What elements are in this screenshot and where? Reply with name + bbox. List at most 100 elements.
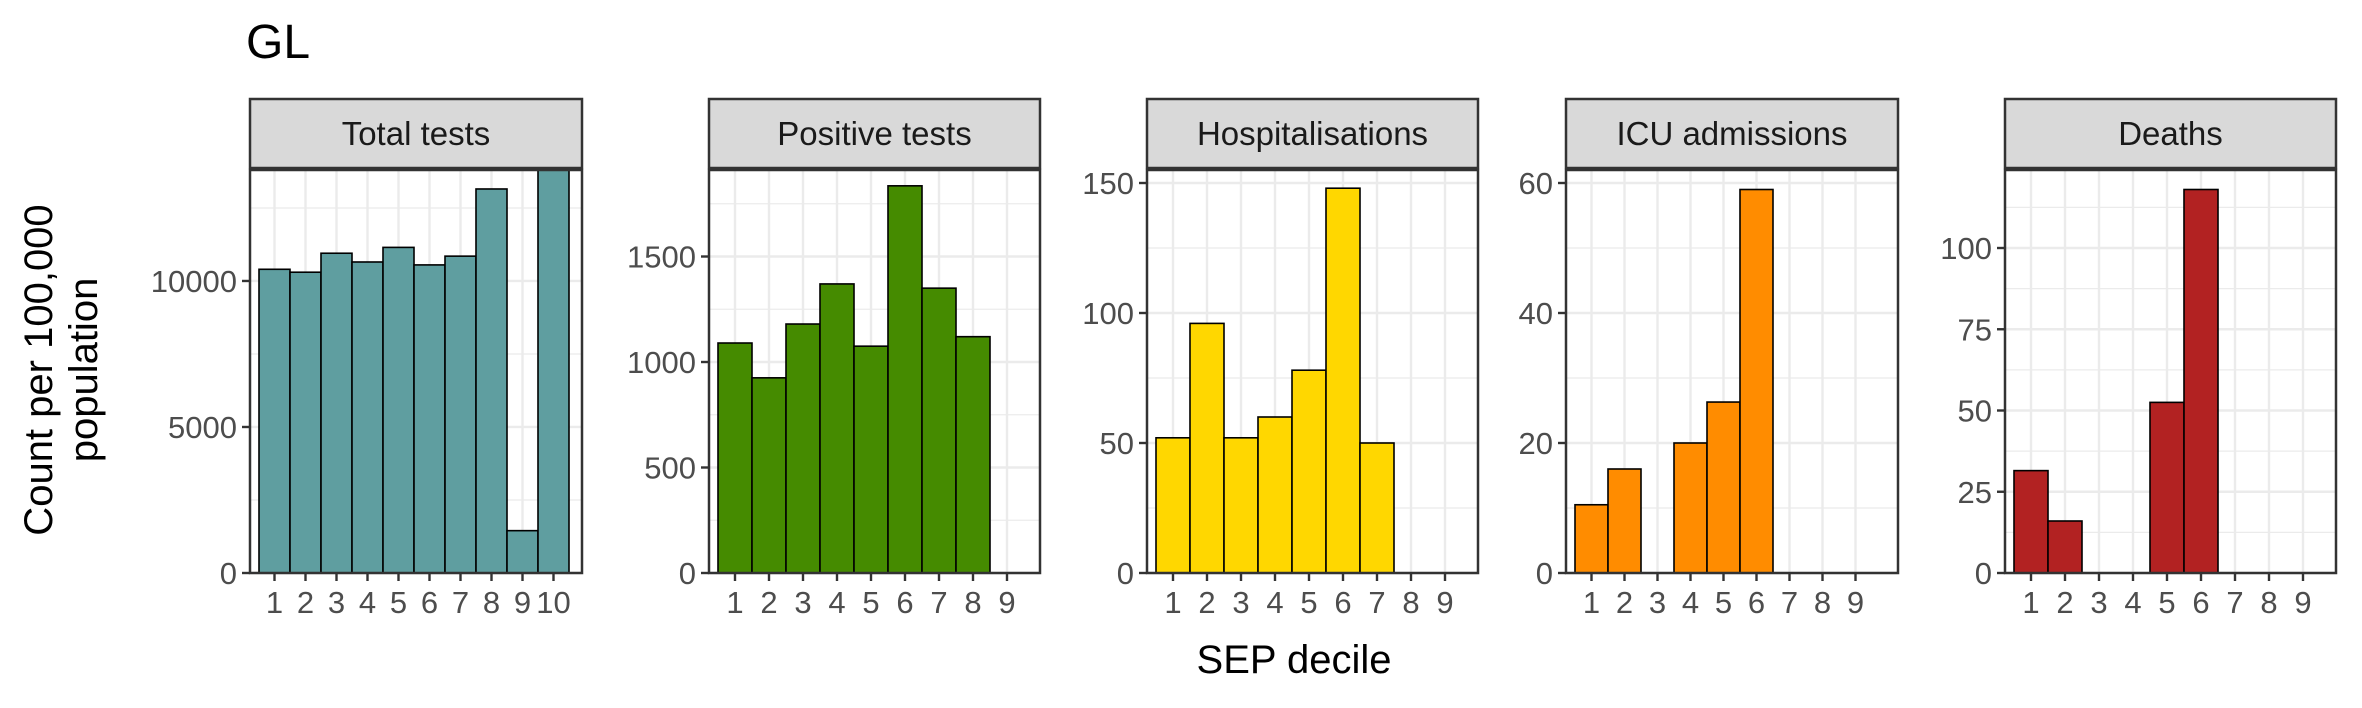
bar — [1574, 503, 1609, 574]
y-tick-label: 50 — [1100, 426, 1134, 461]
x-tick-label: 6 — [2192, 585, 2209, 620]
bar — [751, 377, 787, 574]
y-tick-label: 40 — [1519, 296, 1553, 331]
bar — [351, 261, 384, 574]
bar — [1673, 442, 1708, 574]
x-tick-label: 7 — [2226, 585, 2243, 620]
y-tick-label: 5000 — [168, 410, 237, 445]
panel-strip — [707, 97, 1042, 170]
x-tick-label: 5 — [862, 585, 879, 620]
y-tick-label: 0 — [679, 556, 696, 591]
bar — [1257, 416, 1293, 574]
bar — [887, 185, 923, 574]
y-tick-label: 10000 — [151, 264, 237, 299]
y-tick-label: 60 — [1519, 166, 1553, 201]
bar — [853, 345, 889, 574]
x-tick-label: 3 — [1649, 585, 1666, 620]
x-tick-label: 8 — [483, 585, 500, 620]
panel-deaths: Deaths 0 25 50 75 100 1 2 3 4 5 6 7 8 9 — [1940, 97, 2338, 620]
x-tick-label: 7 — [452, 585, 469, 620]
panel-strip-label: ICU admissions — [1616, 115, 1847, 152]
bar — [1189, 322, 1225, 574]
y-tick-label: 0 — [220, 556, 237, 591]
x-tick-label: 1 — [726, 585, 743, 620]
x-tick-label: 7 — [930, 585, 947, 620]
x-tick-label: 3 — [2090, 585, 2107, 620]
panel-strip — [2003, 97, 2338, 170]
x-tick-label: 7 — [1368, 585, 1385, 620]
panel-strip — [1145, 97, 1480, 170]
x-tick-label: 5 — [1300, 585, 1317, 620]
bar — [1223, 436, 1259, 574]
panel-total-tests: Total tests 0 5000 10000 1 2 3 4 5 6 7 8 9 10 — [151, 97, 584, 620]
y-tick-label: 500 — [644, 451, 696, 486]
panel-strip — [248, 97, 584, 170]
x-tick-label: 1 — [266, 585, 283, 620]
bar — [955, 335, 991, 574]
x-tick-label: 9 — [1847, 585, 1864, 620]
bar — [258, 268, 291, 574]
panel-border — [707, 168, 1042, 575]
bar — [1325, 187, 1361, 574]
x-tick-label: 3 — [328, 585, 345, 620]
x-tick-label: 9 — [998, 585, 1015, 620]
x-tick-label: 5 — [1715, 585, 1732, 620]
bar — [785, 323, 821, 574]
bar — [819, 283, 855, 574]
x-tick-label: 9 — [1436, 585, 1453, 620]
x-tick-label: 8 — [1402, 585, 1419, 620]
bar — [1155, 436, 1191, 574]
x-tick-label: 5 — [390, 585, 407, 620]
bar — [2047, 520, 2083, 574]
x-tick-label: 4 — [359, 585, 376, 620]
x-tick-label: 6 — [1748, 585, 1765, 620]
panel-icu-admissions: ICU admissions 0 20 40 60 1 2 3 4 5 6 7 8 9 — [1519, 97, 1900, 620]
bar — [1706, 401, 1741, 574]
y-tick-label: 0 — [1536, 556, 1553, 591]
panel-border — [248, 168, 584, 575]
panel-strip-label: Positive tests — [777, 115, 971, 152]
y-tick-label: 1500 — [627, 240, 696, 275]
panel-border — [1145, 168, 1480, 575]
x-tick-label: 9 — [514, 585, 531, 620]
x-tick-label: 1 — [1164, 585, 1181, 620]
x-tick-label: 1 — [2022, 585, 2039, 620]
x-tick-label: 2 — [760, 585, 777, 620]
panel-border — [2003, 168, 2338, 575]
x-tick-label: 6 — [421, 585, 438, 620]
panel-border — [1564, 168, 1900, 575]
x-tick-label: 4 — [2124, 585, 2141, 620]
bar — [1739, 188, 1774, 574]
x-tick-label: 7 — [1781, 585, 1798, 620]
y-tick-label: 25 — [1958, 475, 1992, 510]
x-tick-label: 8 — [2260, 585, 2277, 620]
y-tick-label: 20 — [1519, 426, 1553, 461]
x-tick-label: 3 — [1232, 585, 1249, 620]
chart-title: GL — [246, 16, 310, 69]
x-tick-label: 4 — [828, 585, 845, 620]
y-tick-label: 100 — [1940, 231, 1992, 266]
x-tick-label: 4 — [1682, 585, 1699, 620]
bar — [2013, 469, 2049, 574]
panel-strip-label: Deaths — [2118, 115, 2223, 152]
x-tick-label: 9 — [2294, 585, 2311, 620]
x-tick-label: 2 — [2056, 585, 2073, 620]
bar — [2183, 188, 2219, 574]
panel-strip-label: Total tests — [342, 115, 491, 152]
x-tick-label: 3 — [794, 585, 811, 620]
y-tick-label: 150 — [1082, 166, 1134, 201]
bar — [537, 169, 570, 574]
bar — [413, 264, 446, 574]
panel-positive-tests: Positive tests 0 500 1000 1500 1 2 3 4 5 6 7 8 9 — [627, 97, 1042, 620]
y-tick-label: 100 — [1082, 296, 1134, 331]
y-axis-label-line-2: population — [62, 278, 106, 463]
x-tick-label: 8 — [964, 585, 981, 620]
y-tick-label: 0 — [1117, 556, 1134, 591]
bar — [382, 246, 415, 574]
x-tick-label: 5 — [2158, 585, 2175, 620]
bar — [475, 188, 508, 574]
panel-strip — [1564, 97, 1900, 170]
bar — [1291, 369, 1327, 574]
bar — [506, 529, 539, 574]
